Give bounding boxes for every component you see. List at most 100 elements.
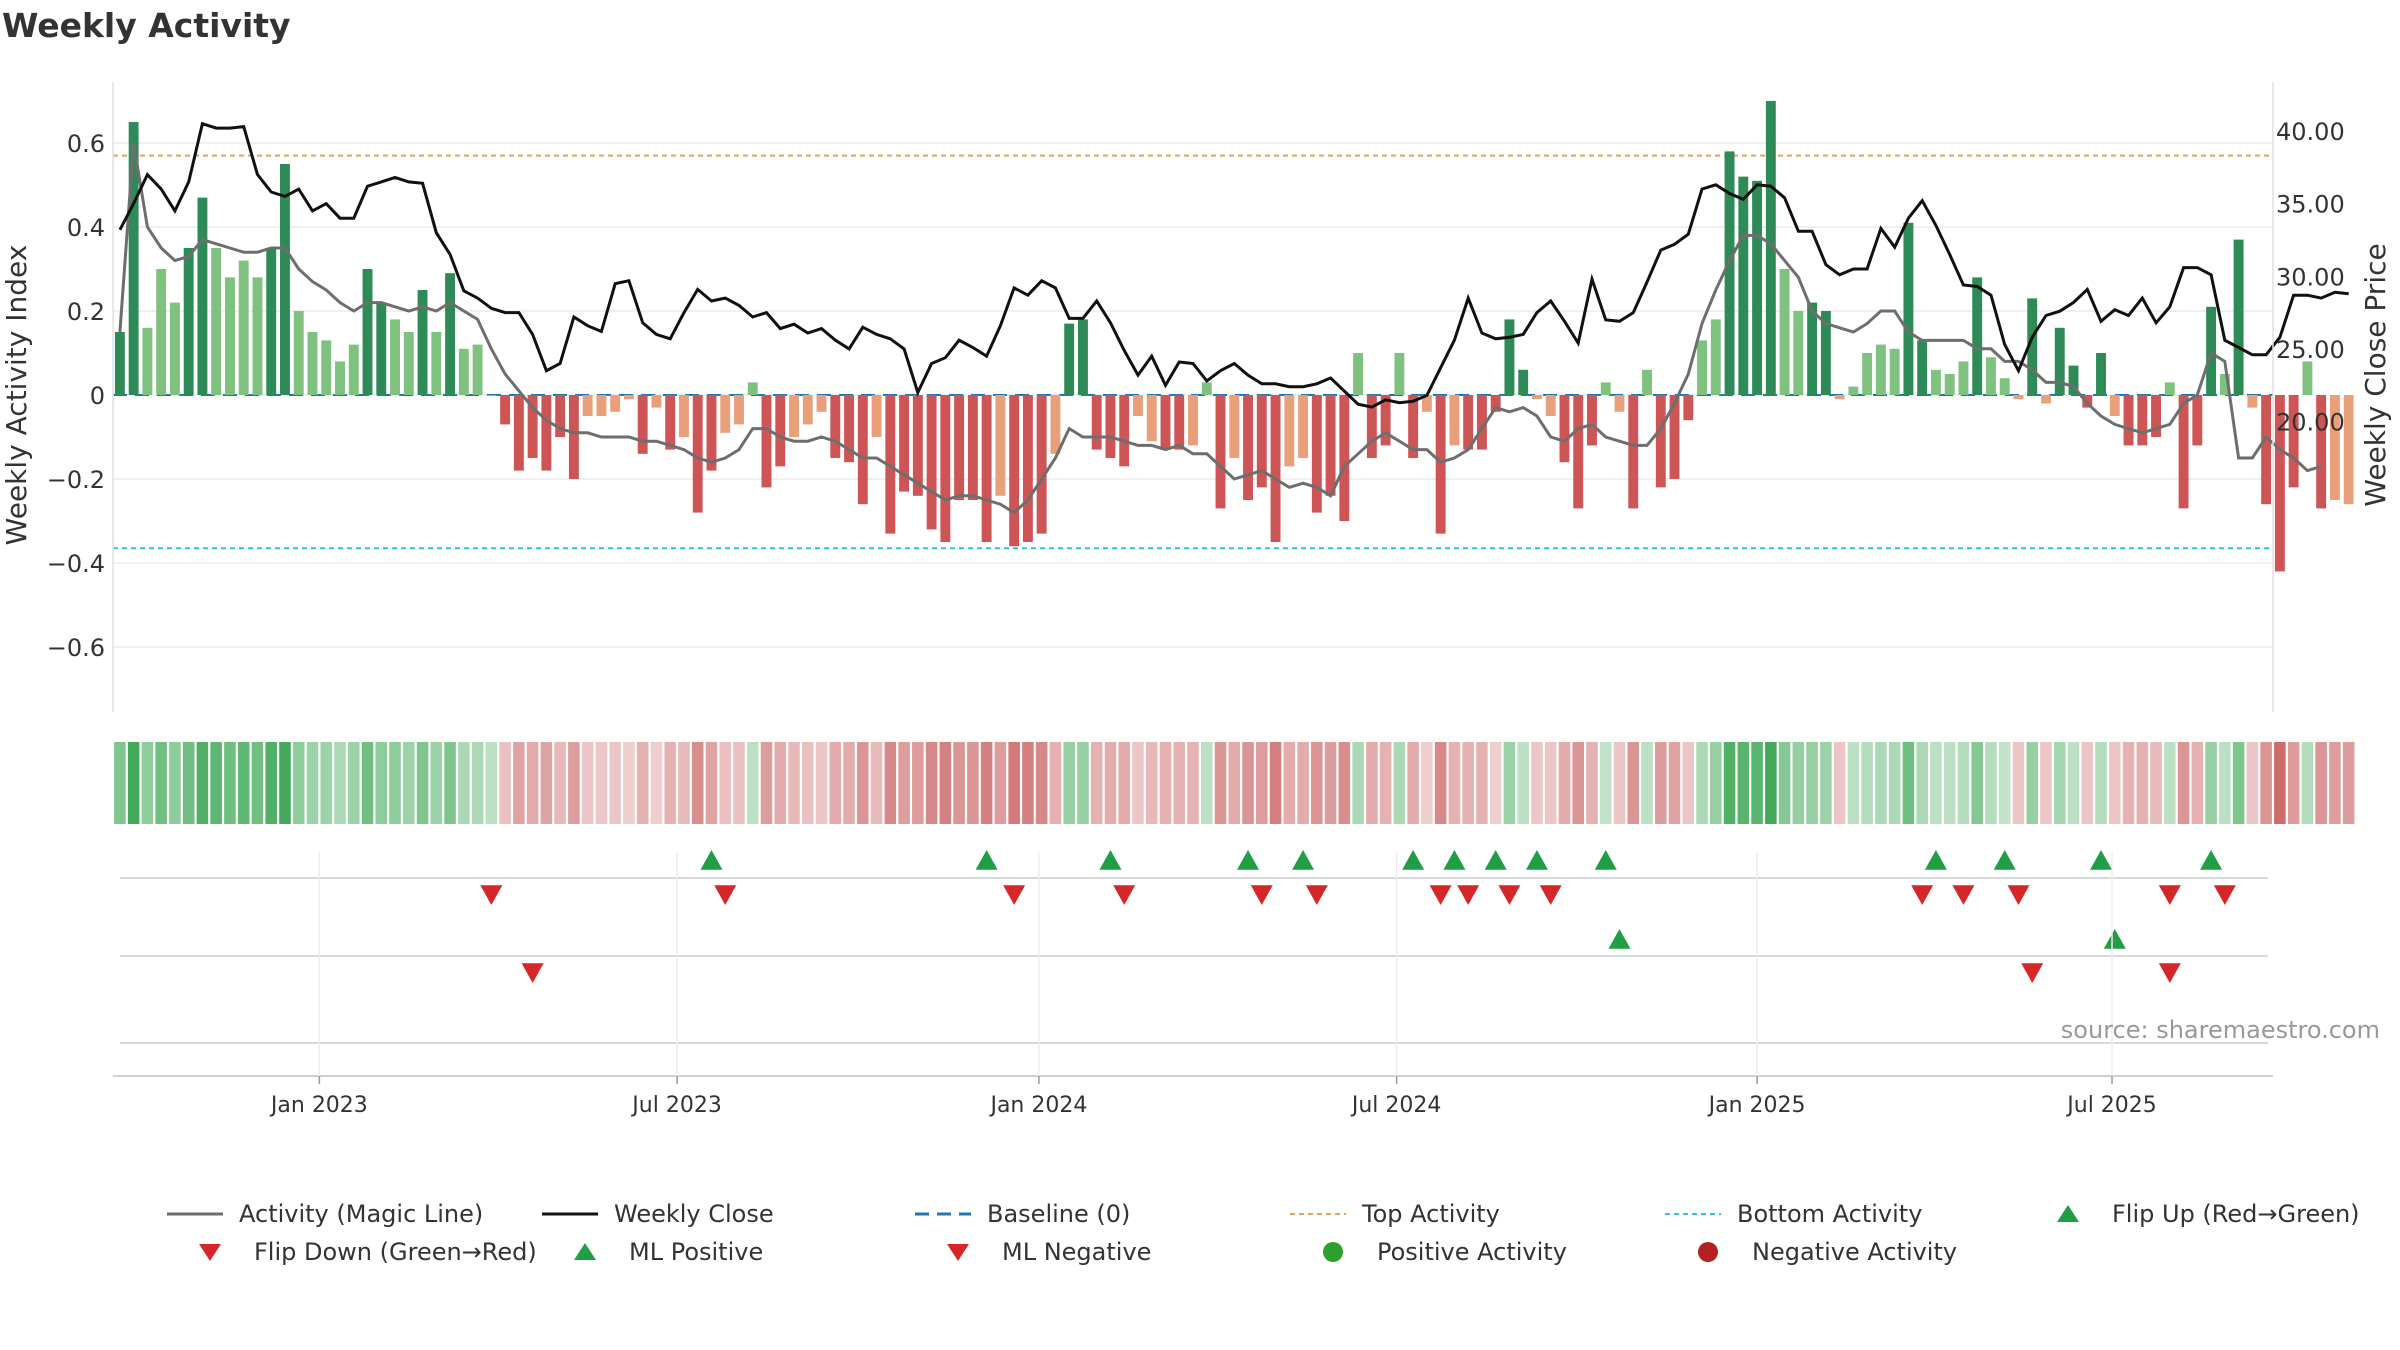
band-cell: [1228, 742, 1241, 824]
activity-bar: [1944, 374, 1955, 395]
band-cell: [1806, 742, 1818, 824]
signal-markers: [120, 850, 2268, 1044]
flip-down-marker: [1003, 885, 1026, 905]
activity-bar: [816, 395, 827, 412]
activity-bar: [142, 327, 153, 395]
y-tick-label: −0.4: [47, 550, 105, 578]
activity-bar: [541, 395, 552, 471]
y2-tick-label: 25.00: [2276, 336, 2345, 364]
x-tick-label: Jan 2025: [1707, 1093, 1806, 1118]
band-cell: [1517, 742, 1529, 824]
activity-bar: [954, 395, 965, 500]
band-cell: [1503, 742, 1516, 824]
activity-bar: [1917, 340, 1928, 395]
activity-bar: [610, 395, 621, 412]
x-tick-label: Jul 2023: [630, 1093, 722, 1118]
legend-item-ml-neg: ML Negative: [928, 1238, 1151, 1266]
band-cell: [403, 742, 415, 824]
legend-item-close: Weekly Close: [540, 1200, 774, 1228]
activity-bar: [1105, 395, 1116, 458]
band-cell: [1957, 742, 1970, 824]
flip-down-marker: [714, 885, 737, 905]
band-cell: [1641, 742, 1653, 824]
activity-bar: [486, 395, 497, 396]
band-cell: [471, 742, 484, 824]
band-cell: [1338, 742, 1351, 824]
band-cell: [347, 742, 360, 824]
activity-bar: [995, 395, 1006, 496]
x-axis: Jan 2023 Jul 2023 Jan 2024 Jul 2024 Jan 2025…: [113, 852, 2273, 1118]
band-cell: [980, 742, 993, 824]
activity-bar: [761, 395, 772, 488]
band-cell: [568, 742, 580, 824]
band-cell: [292, 742, 305, 824]
activity-bar: [1243, 395, 1253, 500]
activity-bar: [224, 277, 235, 395]
activity-bar: [1600, 382, 1611, 395]
activity-bar: [1435, 395, 1446, 534]
activity-bar: [1091, 395, 1102, 450]
band-cell: [1090, 742, 1103, 824]
band-cell: [526, 742, 539, 824]
band-cell: [650, 742, 663, 824]
activity-bar: [1009, 395, 1020, 547]
activity-bar: [1655, 395, 1666, 488]
band-cell: [2012, 742, 2025, 824]
band-cell: [444, 742, 456, 824]
activity-bar: [1834, 395, 1845, 400]
activity-bar: [1036, 395, 1047, 534]
band-cell: [1035, 742, 1048, 824]
band-cell: [279, 742, 291, 824]
activity-bar: [1064, 323, 1075, 395]
band-cell: [1132, 742, 1144, 824]
band-cell: [1572, 742, 1585, 824]
band-cell: [2329, 742, 2341, 824]
activity-bar: [1022, 395, 1033, 542]
band-cell: [1393, 742, 1406, 824]
band-cell: [416, 742, 429, 824]
legend-item-neg-act: Negative Activity: [1678, 1238, 1957, 1266]
activity-bar: [280, 164, 290, 395]
band-cell: [2164, 742, 2176, 824]
band-cell: [1104, 742, 1117, 824]
activity-bar: [2316, 395, 2327, 509]
band-cell: [1022, 742, 1034, 824]
band-cell: [884, 742, 897, 824]
activity-bar: [802, 395, 813, 425]
activity-bar: [1628, 395, 1639, 509]
legend-label: Bottom Activity: [1737, 1200, 1923, 1228]
flip-up-marker: [1443, 850, 1466, 870]
band-cell: [843, 742, 855, 824]
legend-label: Top Activity: [1362, 1200, 1500, 1228]
activity-bar: [775, 395, 786, 467]
y-tick-label: 0.6: [67, 130, 105, 158]
activity-bar: [706, 395, 717, 471]
band-cell: [169, 742, 181, 824]
band-cell: [2219, 742, 2231, 824]
band-cell: [1269, 742, 1282, 824]
activity-bar: [623, 395, 634, 400]
y2-tick-label: 35.00: [2276, 191, 2345, 219]
series-lines: [118, 121, 2349, 515]
activity-bar: [2206, 306, 2217, 395]
activity-bar: [114, 332, 125, 395]
flip-up-marker: [975, 850, 998, 870]
y-axis-label: Weekly Activity Index: [0, 245, 33, 546]
band-cell: [760, 742, 773, 824]
flip-down-marker: [1498, 885, 1521, 905]
band-cell: [1861, 742, 1873, 824]
activity-bar: [2164, 382, 2175, 395]
legend-label: Flip Up (Red→Green): [2112, 1200, 2360, 1228]
flip-up-legend-icon: [2057, 1205, 2079, 1222]
band-cell: [114, 742, 126, 824]
band-cell: [664, 742, 676, 824]
activity-bar: [1146, 395, 1157, 442]
activity-bar: [2343, 395, 2354, 505]
activity-bar: [1504, 319, 1515, 395]
flip-down-marker: [1250, 885, 1273, 905]
activity-bar: [1408, 395, 1419, 458]
band-cell: [2232, 742, 2245, 824]
activity-bar: [403, 332, 414, 395]
band-cell: [1476, 742, 1488, 824]
band-cell: [623, 742, 635, 824]
